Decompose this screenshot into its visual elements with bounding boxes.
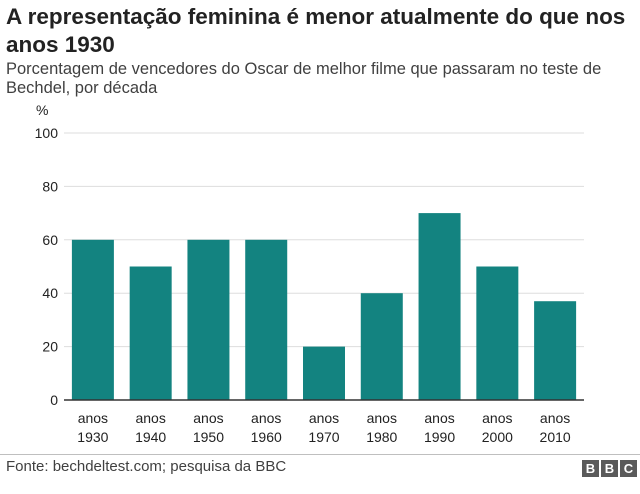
- bar: [129, 266, 172, 400]
- y-tick-label: 40: [42, 285, 58, 301]
- bbc-logo-letter: B: [601, 460, 618, 477]
- bbc-logo-letter: C: [620, 460, 637, 477]
- y-tick-label: 100: [35, 125, 59, 141]
- y-axis-label: %: [36, 102, 48, 118]
- x-tick-label: anos 1940: [135, 410, 166, 445]
- x-tick-label: anos 1960: [251, 410, 282, 445]
- x-tick-label: anos 1950: [193, 410, 224, 445]
- y-tick-label: 60: [42, 232, 58, 248]
- x-tick-label: anos 1930: [77, 410, 108, 445]
- source-note: Fonte: bechdeltest.com; pesquisa da BBC: [6, 458, 287, 475]
- bar: [534, 301, 577, 400]
- bar: [71, 239, 114, 400]
- y-tick-label: 80: [42, 178, 58, 194]
- x-tick-label: anos 1970: [308, 410, 339, 445]
- x-tick-label: anos 1990: [424, 410, 455, 445]
- chart-title: A representação feminina é menor atualme…: [6, 4, 626, 57]
- bar: [245, 239, 288, 400]
- bar-chart: 0 20 40 60 80 100% anos 1930 anos 1940 anos 1950 ano…: [35, 102, 584, 445]
- y-tick-label: 20: [42, 339, 58, 355]
- bar: [303, 346, 345, 400]
- bar: [418, 213, 461, 400]
- x-tick-label: anos 2010: [540, 410, 571, 445]
- chart-subtitle: Porcentagem de vencedores do Oscar de me…: [6, 60, 602, 97]
- bar: [476, 266, 519, 400]
- x-tick-label: anos 2000: [482, 410, 513, 445]
- bbc-logo-letter: B: [582, 460, 599, 477]
- footer-divider: [0, 454, 640, 455]
- bbc-logo: B B C: [582, 460, 637, 477]
- bar: [360, 293, 403, 400]
- x-tick-label: anos 1980: [366, 410, 397, 445]
- bar: [187, 239, 230, 400]
- y-tick-label: 0: [50, 392, 58, 408]
